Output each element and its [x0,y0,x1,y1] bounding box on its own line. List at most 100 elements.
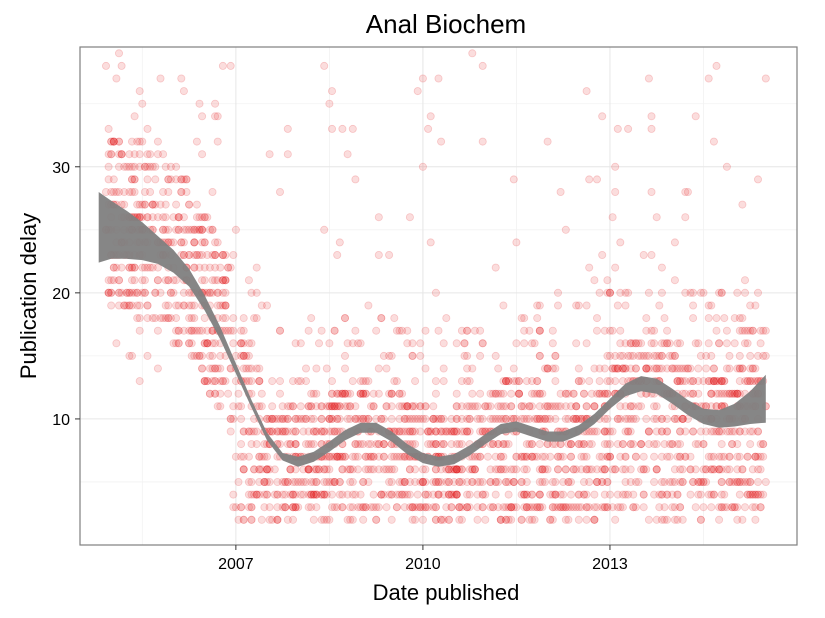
scatter-point [140,162,149,171]
scatter-point [364,414,373,423]
scatter-point [515,389,524,398]
scatter-point [725,351,734,360]
scatter-point [743,490,752,499]
scatter-point [117,288,126,297]
scatter-point [340,314,349,323]
scatter-point [499,414,508,423]
scatter-point [125,288,134,297]
scatter-point [756,503,765,512]
scatter-point [237,503,246,512]
scatter-point [598,389,607,398]
scatter-point [444,477,453,486]
scatter-point [751,490,760,499]
scatter-point [728,477,737,486]
scatter-point [161,301,170,310]
scatter-point [590,402,599,411]
scatter-point [476,414,485,423]
scatter-point [574,377,583,386]
scatter-point [476,427,485,436]
scatter-point [231,503,240,512]
scatter-point [130,288,139,297]
scatter-point [535,414,544,423]
scatter-point [603,452,612,461]
scatter-point [696,477,705,486]
scatter-point [283,440,292,449]
scatter-point [255,452,264,461]
scatter-point [252,364,261,373]
scatter-point [452,465,461,474]
scatter-point [663,414,672,423]
scatter-point [611,364,620,373]
scatter-point [317,515,326,524]
scatter-point [291,440,300,449]
scatter-point [224,389,233,398]
scatter-point [268,515,277,524]
scatter-point [127,263,136,272]
scatter-point [107,150,116,159]
scatter-point [437,477,446,486]
scatter-point [561,389,570,398]
scatter-point [200,213,209,222]
scatter-point [426,238,435,247]
scatter-point [216,263,225,272]
scatter-point [743,326,752,335]
scatter-point [361,414,370,423]
scatter-point [613,364,622,373]
scatter-point [746,364,755,373]
scatter-point [374,364,383,373]
scatter-point [707,389,716,398]
scatter-point [593,314,602,323]
scatter-point [574,515,583,524]
scatter-point [715,465,724,474]
scatter-point [673,515,682,524]
scatter-point [463,377,472,386]
scatter-point [450,427,459,436]
scatter-point [525,515,534,524]
scatter-point [618,364,627,373]
scatter-point [208,339,217,348]
scatter-point [213,276,222,285]
scatter-point [330,427,339,436]
scatter-point [691,503,700,512]
scatter-point [452,490,461,499]
scatter-point [387,452,396,461]
scatter-point [663,515,672,524]
scatter-point [403,402,412,411]
scatter-point [346,465,355,474]
scatter-point [577,414,586,423]
scatter-point [429,402,438,411]
scatter-point [408,351,417,360]
scatter-point [715,339,724,348]
scatter-point [239,351,248,360]
scatter-point [218,301,227,310]
scatter-point [333,389,342,398]
scatter-point [631,503,640,512]
scatter-point [366,440,375,449]
scatter-point [499,301,508,310]
scatter-point [626,440,635,449]
scatter-point [255,402,264,411]
scatter-point [748,377,757,386]
scatter-point [717,377,726,386]
scatter-point [535,490,544,499]
scatter-point [307,490,316,499]
scatter-point [515,389,524,398]
scatter-point [663,326,672,335]
scatter-point [304,402,313,411]
scatter-point [629,503,638,512]
scatter-point [320,477,329,486]
scatter-point [377,314,386,323]
scatter-point [517,515,526,524]
scatter-point [580,389,589,398]
scatter-point [221,301,230,310]
scatter-point [725,389,734,398]
scatter-point [346,414,355,423]
scatter-point [239,427,248,436]
scatter-point [273,477,282,486]
scatter-point [611,263,620,272]
scatter-point [195,351,204,360]
scatter-point [400,414,409,423]
scatter-point [421,364,430,373]
scatter-point [234,515,243,524]
scatter-point [606,452,615,461]
